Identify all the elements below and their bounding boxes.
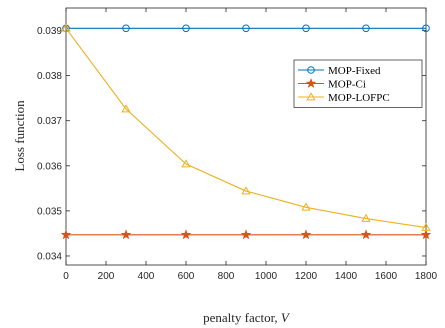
data-point	[420, 229, 432, 240]
data-point	[421, 222, 431, 231]
data-point	[60, 229, 72, 240]
legend-label: MOP-LOFPC	[328, 92, 390, 104]
legend-label: MOP-Ci	[328, 79, 366, 91]
x-tick-label: 1600	[375, 271, 398, 282]
data-point	[241, 186, 251, 195]
x-tick-label: 1400	[335, 271, 358, 282]
x-tick-label: 1200	[295, 271, 318, 282]
series-layer	[60, 23, 432, 240]
series-mop-ci	[60, 229, 432, 240]
x-tick-label: 600	[178, 271, 195, 282]
y-axis-label: Loss function	[12, 100, 27, 172]
data-point	[182, 24, 190, 33]
legend-item: MOP-LOFPC	[298, 92, 390, 104]
data-point	[240, 229, 252, 240]
legend-marker	[305, 78, 317, 88]
data-point	[300, 229, 312, 240]
data-point	[242, 24, 250, 33]
data-point	[122, 24, 130, 33]
legend-item: MOP-Fixed	[298, 65, 381, 77]
series-mop-fixed	[62, 24, 430, 33]
x-tick-label: 800	[218, 271, 235, 282]
legend-marker	[306, 92, 316, 101]
data-point	[302, 24, 310, 33]
legend-item: MOP-Ci	[298, 78, 366, 91]
x-axis-label: penalty factor, V	[203, 310, 291, 325]
data-point	[360, 229, 372, 240]
y-tick-label: 0.034	[37, 251, 62, 262]
x-tick-label: 0	[63, 271, 69, 282]
data-point	[301, 202, 311, 211]
y-tick-label: 0.038	[37, 71, 62, 82]
x-axis-variable: V	[281, 310, 291, 325]
x-tick-label: 1000	[255, 271, 278, 282]
data-point	[120, 229, 132, 240]
series-mop-lofpc	[61, 23, 431, 231]
plot-area	[65, 7, 427, 266]
legend-marker	[307, 66, 315, 74]
x-tick-label: 400	[138, 271, 155, 282]
y-tick-label: 0.035	[37, 206, 62, 217]
x-tick-label: 1800	[415, 271, 438, 282]
legend-label: MOP-Fixed	[328, 65, 381, 77]
data-point	[362, 24, 370, 33]
y-tick-label: 0.036	[37, 161, 62, 172]
data-point	[61, 23, 71, 32]
axis-ticks: 0 200 400 600 800 1000 1200 1400 1600 1800 0.034 0.…	[37, 8, 438, 282]
y-tick-label: 0.039	[37, 26, 62, 37]
data-point	[180, 229, 192, 240]
data-point	[361, 213, 371, 222]
y-tick-label: 0.037	[37, 116, 62, 127]
data-point	[422, 24, 430, 33]
x-tick-label: 200	[98, 271, 115, 282]
data-point	[181, 159, 191, 168]
series-line	[65, 27, 427, 229]
data-point	[121, 104, 131, 113]
